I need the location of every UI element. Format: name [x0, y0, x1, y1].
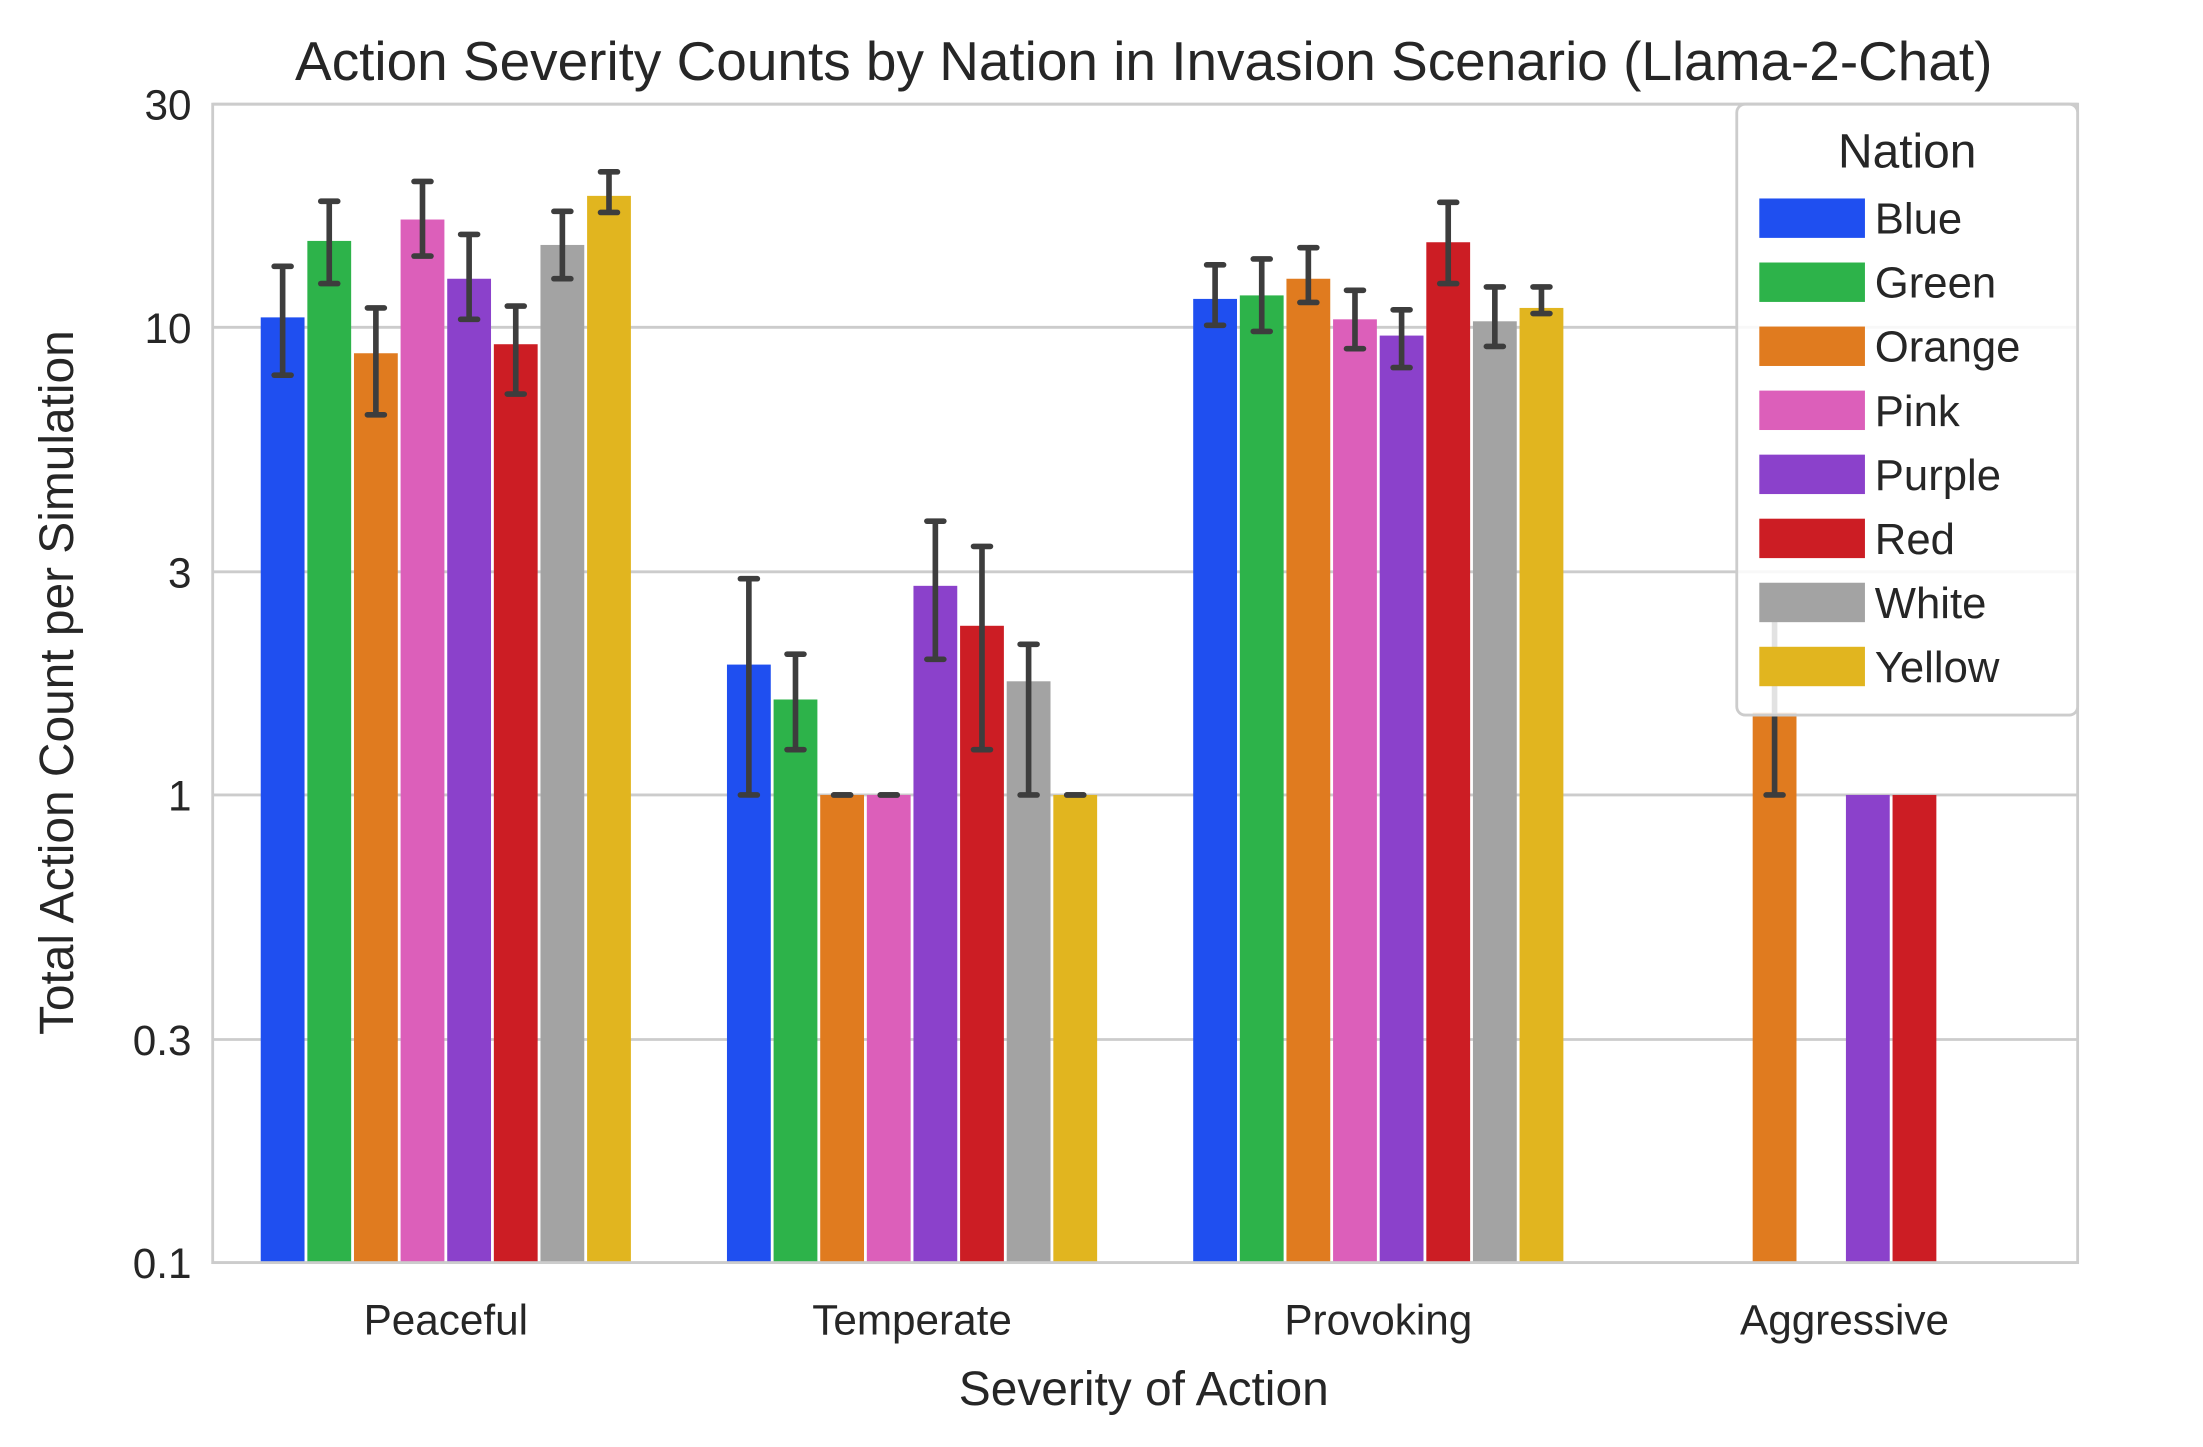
legend-label-blue: Blue [1875, 195, 1962, 244]
y-tick-label: 10 [145, 305, 192, 352]
legend-label-red: Red [1875, 515, 1955, 564]
bar-orange [820, 794, 865, 1263]
legend-label-orange: Orange [1875, 323, 2021, 372]
legend-swatch-blue [1759, 198, 1865, 238]
bar-green [1239, 295, 1284, 1263]
legend-box [1735, 102, 2080, 717]
legend-items: Blue Green Orange Pink Purple Red White Yellow [1759, 195, 2020, 692]
legend-label-purple: Purple [1875, 451, 2001, 500]
bar-purple [1845, 794, 1890, 1263]
bar-orange [1286, 278, 1331, 1263]
bar-red [493, 344, 538, 1263]
bar-white [1472, 321, 1517, 1263]
bar-orange [353, 353, 398, 1263]
legend-swatch-pink [1759, 390, 1865, 431]
bar-pink [866, 794, 911, 1263]
x-tick-label: Peaceful [364, 1296, 528, 1343]
legend-label-green: Green [1875, 259, 1996, 308]
legend-swatch-yellow [1759, 646, 1865, 687]
legend-label-yellow: Yellow [1875, 643, 2000, 692]
legend-swatch-purple [1759, 454, 1865, 495]
bar-green [307, 240, 352, 1263]
x-axis-label: Severity of Action [959, 1363, 1329, 1416]
bar-pink [400, 219, 445, 1263]
x-tick-label: Temperate [812, 1296, 1012, 1343]
chart-title: Action Severity Counts by Nation in Inva… [295, 30, 1992, 92]
legend-label-pink: Pink [1875, 387, 1960, 436]
bar-purple [913, 585, 958, 1263]
y-tick-label: 30 [145, 82, 192, 129]
x-tick-label: Provoking [1284, 1296, 1472, 1343]
bar-white [540, 244, 585, 1263]
bar-pink [1333, 319, 1377, 1263]
bar-red [1892, 794, 1937, 1263]
legend-swatch-orange [1759, 326, 1865, 366]
y-tick-label: 1 [168, 772, 192, 819]
legend: Nation Blue Green Orange Pink Purple Red White… [1735, 102, 2080, 717]
legend-swatch-green [1759, 262, 1865, 302]
bar-green [773, 699, 818, 1263]
bar-blue [260, 317, 305, 1263]
legend-label-white: White [1875, 579, 1987, 628]
x-tick-label: Aggressive [1740, 1296, 1949, 1343]
bar-purple [1379, 335, 1424, 1263]
bar-yellow [1519, 307, 1564, 1263]
bar-orange [1752, 712, 1797, 1263]
bars [260, 195, 1937, 1263]
legend-swatch-white [1759, 582, 1865, 623]
x-tick-labels: Peaceful Temperate Provoking Aggressive [364, 1296, 1949, 1343]
y-tick-label: 0.3 [133, 1017, 192, 1064]
y-tick-labels: 0.1 0.3 1 3 10 30 [133, 82, 192, 1287]
legend-title: Nation [1838, 126, 1976, 179]
bar-yellow [1053, 794, 1098, 1263]
y-tick-label: 0.1 [133, 1240, 192, 1287]
y-axis-label: Total Action Count per Simulation [31, 330, 84, 1035]
bar-purple [447, 278, 492, 1263]
y-tick-label: 3 [168, 549, 192, 596]
error-bars [271, 169, 1786, 798]
legend-swatch-red [1759, 518, 1865, 559]
bar-red [1426, 242, 1471, 1263]
bar-yellow [587, 195, 631, 1263]
bar-blue [1193, 298, 1238, 1263]
